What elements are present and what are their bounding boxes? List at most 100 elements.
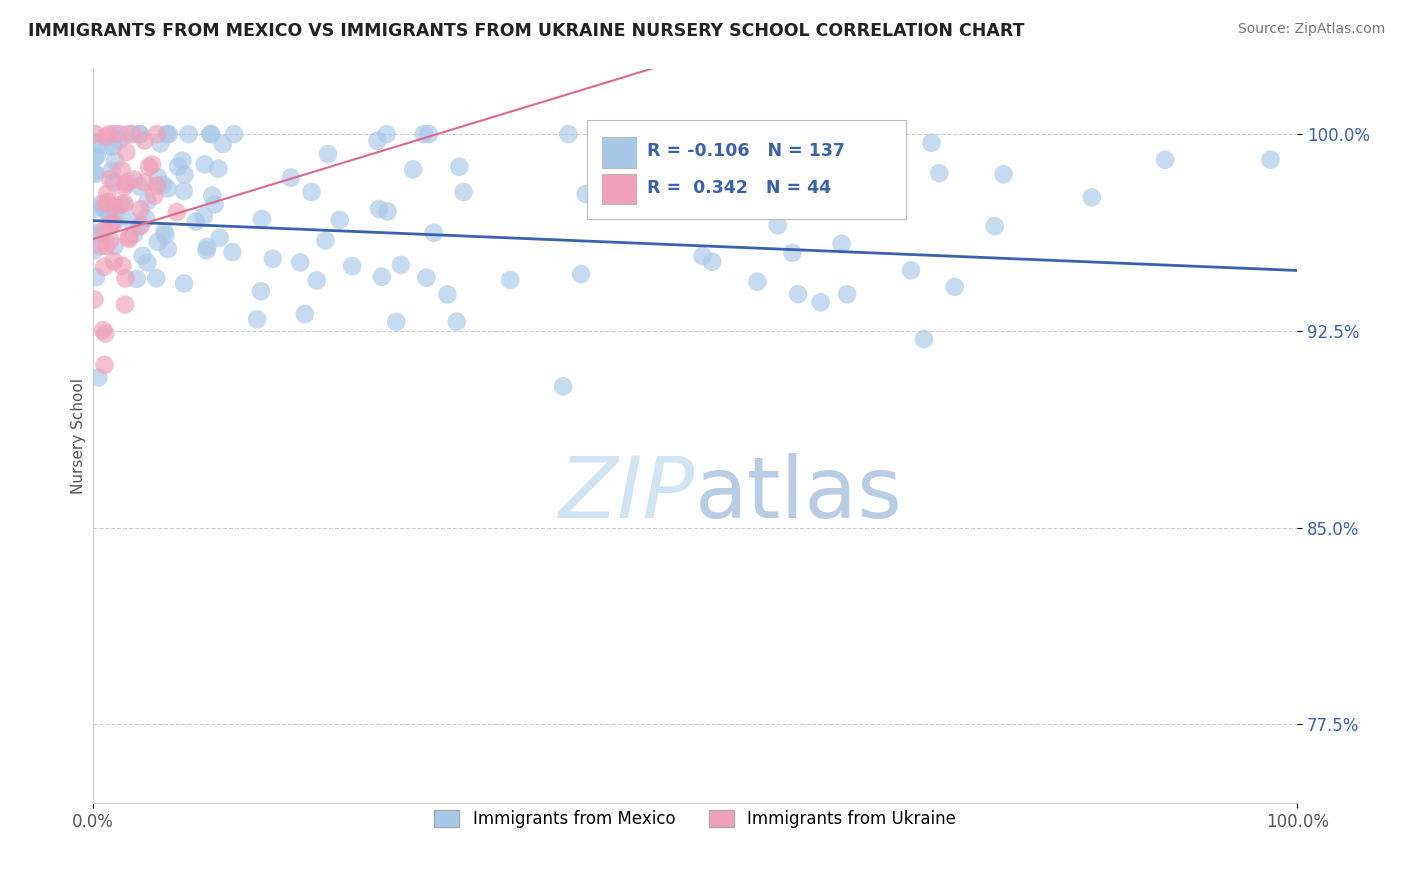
Point (121, 127, 143, 141)
Point (125, 272, 148, 286)
Point (94, 239, 117, 253)
Point (128, 127, 150, 141)
Point (983, 219, 1005, 233)
Point (200, 127, 222, 141)
Point (84, 127, 107, 141)
Text: R =  0.342   N = 44: R = 0.342 N = 44 (647, 179, 831, 197)
Point (152, 178, 174, 192)
Point (157, 127, 180, 141)
Point (704, 184, 727, 198)
Point (172, 153, 194, 168)
Point (111, 162, 134, 177)
Point (91, 202, 114, 216)
Point (90, 239, 112, 253)
Point (301, 185, 323, 199)
Point (633, 137, 655, 152)
Point (389, 258, 412, 272)
Point (195, 244, 218, 258)
Point (97, 194, 120, 209)
Point (422, 226, 444, 240)
Point (208, 231, 231, 245)
Point (200, 127, 222, 141)
Point (101, 215, 124, 229)
Point (136, 255, 159, 269)
Point (607, 169, 630, 184)
Point (436, 287, 458, 301)
Point (375, 127, 398, 141)
Point (446, 315, 468, 329)
Point (340, 259, 363, 273)
Point (943, 280, 966, 294)
Point (222, 127, 245, 141)
Text: IMMIGRANTS FROM MEXICO VS IMMIGRANTS FROM UKRAINE NURSERY SCHOOL CORRELATION CHA: IMMIGRANTS FROM MEXICO VS IMMIGRANTS FRO… (28, 22, 1025, 40)
Point (377, 204, 399, 219)
Point (82, 166, 104, 180)
Point (87, 370, 110, 384)
Point (129, 127, 152, 141)
Point (1260, 153, 1282, 167)
Point (83, 293, 105, 307)
Point (204, 197, 226, 211)
Point (98, 209, 121, 223)
Point (700, 254, 723, 268)
Point (1154, 153, 1177, 167)
Point (135, 211, 157, 226)
Point (156, 127, 179, 141)
Point (195, 240, 218, 254)
Point (104, 207, 127, 221)
Point (146, 170, 169, 185)
Point (173, 277, 195, 291)
Point (103, 239, 125, 253)
Bar (603, 174, 636, 204)
Point (499, 273, 522, 287)
Point (104, 215, 127, 229)
FancyBboxPatch shape (586, 120, 905, 219)
Point (97, 139, 120, 153)
Point (90, 197, 112, 211)
Point (82, 135, 104, 149)
Point (128, 219, 150, 234)
Point (145, 271, 167, 285)
Point (385, 315, 408, 329)
Point (146, 178, 169, 193)
Point (103, 200, 125, 214)
Point (134, 134, 156, 148)
Point (193, 209, 215, 223)
Point (101, 139, 124, 153)
Point (100, 233, 122, 247)
Point (93, 260, 115, 274)
Point (837, 287, 859, 301)
Point (184, 214, 207, 228)
Point (787, 287, 810, 301)
Point (368, 202, 391, 216)
Point (155, 228, 177, 243)
Point (108, 197, 131, 211)
Point (112, 199, 135, 213)
Point (860, 127, 883, 141)
Point (315, 234, 337, 248)
Point (129, 219, 152, 233)
Point (782, 245, 804, 260)
Point (810, 295, 832, 310)
Point (557, 127, 579, 141)
Point (207, 161, 229, 176)
Point (412, 127, 434, 141)
Point (83, 202, 105, 216)
Point (166, 205, 188, 219)
Point (96, 186, 118, 201)
Point (91, 323, 114, 337)
Point (93, 224, 115, 238)
Point (146, 127, 169, 141)
Point (415, 270, 437, 285)
Point (453, 185, 475, 199)
Point (211, 136, 233, 151)
Point (114, 177, 136, 191)
Point (1081, 190, 1104, 204)
Point (84, 167, 107, 181)
Point (329, 213, 352, 227)
Point (153, 225, 176, 239)
Point (747, 275, 769, 289)
Point (103, 254, 125, 268)
Point (305, 273, 328, 287)
Point (89, 136, 111, 151)
